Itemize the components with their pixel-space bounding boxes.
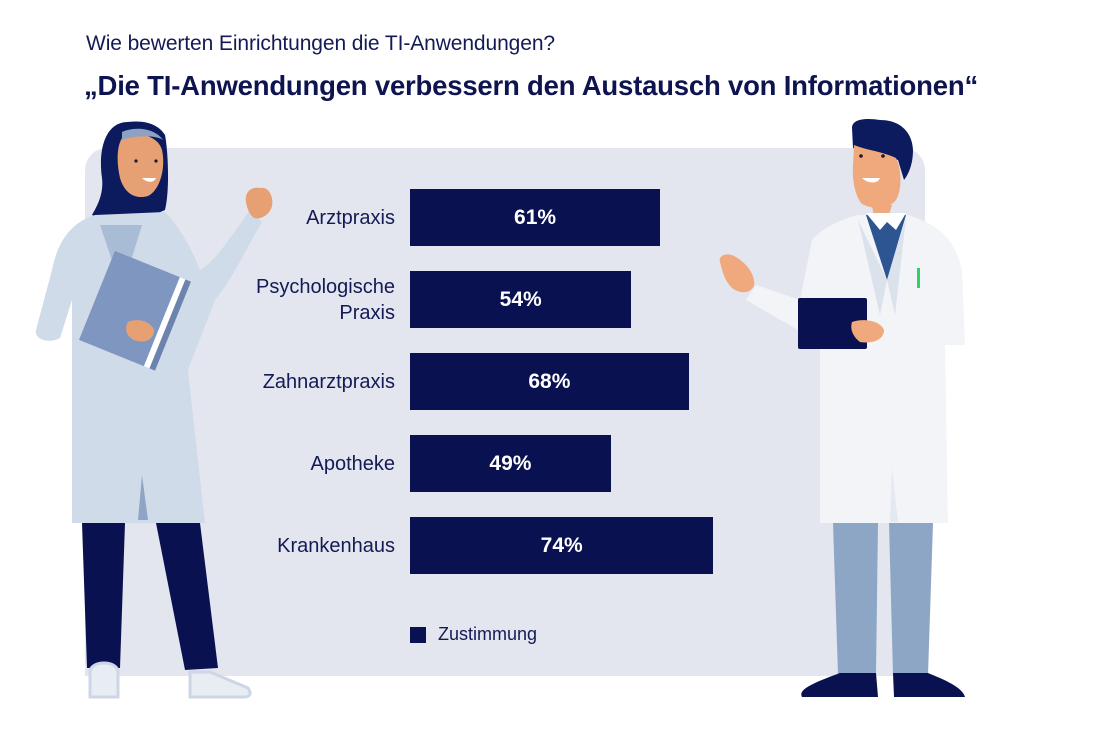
chart-subtitle: Wie bewerten Einrichtungen die TI-Anwend… xyxy=(86,32,555,55)
category-label-line: Psychologische xyxy=(256,275,395,298)
trousers xyxy=(82,523,125,668)
trousers xyxy=(833,523,878,675)
category-label: Krankenhaus xyxy=(277,533,395,559)
category-label: Apotheke xyxy=(310,451,395,477)
shoe xyxy=(801,673,878,697)
face xyxy=(852,145,901,209)
bar-psychologische-praxis xyxy=(410,271,632,328)
pen xyxy=(917,268,920,288)
bar-value-label: 54% xyxy=(499,288,542,311)
bar-value-label: 61% xyxy=(514,206,557,229)
category-label: Arztpraxis xyxy=(306,205,395,231)
hair xyxy=(852,118,913,180)
bar-arztpraxis xyxy=(410,189,661,246)
legend-swatch-zustimmung xyxy=(410,626,426,643)
bar-value-label: 68% xyxy=(528,370,571,393)
bar-value-label: 74% xyxy=(540,534,583,557)
category-label-line: Zahnarztpraxis xyxy=(262,370,395,393)
chart-legend: Zustimmung xyxy=(410,624,537,645)
category-label-line: Praxis xyxy=(339,301,395,324)
shoe xyxy=(88,661,120,699)
category-label-line: Apotheke xyxy=(310,452,395,475)
tablet xyxy=(798,298,867,349)
waving-hand xyxy=(719,254,755,293)
category-label-line: Krankenhaus xyxy=(277,534,395,557)
bar-apotheke xyxy=(410,435,611,492)
category-label: Zahnarztpraxis xyxy=(263,369,395,395)
bar-krankenhaus xyxy=(410,517,714,574)
category-label: Psychologische Praxis xyxy=(256,274,395,326)
waving-hand xyxy=(245,187,273,219)
legend-label-zustimmung: Zustimmung xyxy=(438,624,538,644)
bar-zahnarztpraxis xyxy=(410,353,689,410)
lab-coat xyxy=(746,215,965,523)
folder xyxy=(78,250,191,371)
bar-value-label: 49% xyxy=(489,452,532,475)
chart-title: „Die TI-Anwendungen verbessern den Austa… xyxy=(84,70,979,101)
category-label-line: Arztpraxis xyxy=(306,206,395,229)
